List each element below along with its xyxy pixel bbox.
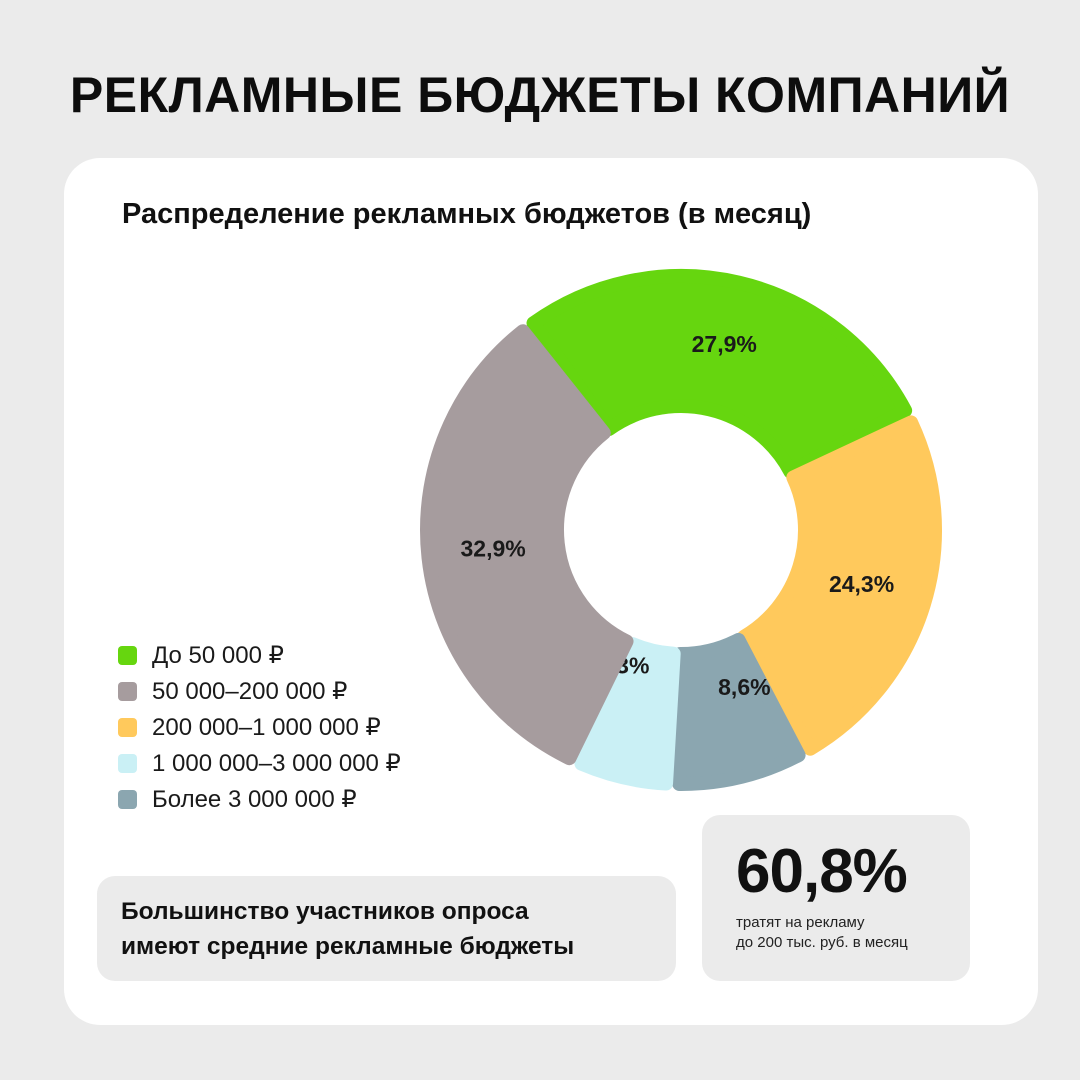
key-stat-box: 60,8% тратят на рекламу до 200 тыс. руб.…: [702, 815, 970, 981]
key-stat-caption: тратят на рекламу до 200 тыс. руб. в мес…: [736, 913, 970, 953]
slice-value-label: 8,6%: [718, 674, 770, 700]
slice-value-label: 24,3%: [829, 571, 894, 597]
summary-note-line: имеют средние рекламные бюджеты: [121, 933, 575, 960]
chart-legend: До 50 000 ₽ 50 000–200 000 ₽ 200 000–1 0…: [118, 637, 401, 817]
legend-item: До 50 000 ₽: [118, 637, 401, 673]
donut-slice: [574, 637, 681, 791]
key-stat-caption-line: тратят на рекламу: [736, 914, 865, 931]
legend-label: 200 000–1 000 000 ₽: [152, 713, 381, 741]
legend-swatch: [118, 645, 137, 665]
legend-swatch: [118, 753, 137, 773]
donut-slice: [737, 415, 942, 756]
legend-item: 50 000–200 000 ₽: [118, 673, 401, 709]
donut-slice: [420, 324, 634, 766]
slice-value-label: 27,9%: [692, 331, 757, 357]
summary-note: Большинство участников опроса имеют сред…: [97, 876, 676, 981]
slice-value-label: 32,9%: [461, 536, 526, 562]
legend-label: 50 000–200 000 ₽: [152, 677, 348, 705]
donut-slice: [672, 632, 806, 791]
summary-note-line: Большинство участников опроса: [121, 898, 529, 925]
key-stat-caption-line: до 200 тыс. руб. в месяц: [736, 934, 908, 951]
legend-item: 1 000 000–3 000 000 ₽: [118, 745, 401, 781]
legend-item: Более 3 000 000 ₽: [118, 781, 401, 817]
legend-label: 1 000 000–3 000 000 ₽: [152, 749, 401, 777]
legend-swatch: [118, 789, 137, 809]
chart-title: Распределение рекламных бюджетов (в меся…: [122, 198, 812, 230]
legend-swatch: [118, 681, 137, 701]
donut-slice: [526, 269, 913, 479]
legend-label: До 50 000 ₽: [152, 641, 284, 669]
legend-swatch: [118, 717, 137, 737]
page-title: РЕКЛАМНЫЕ БЮДЖЕТЫ КОМПАНИЙ: [69, 67, 1011, 123]
legend-label: Более 3 000 000 ₽: [152, 785, 357, 813]
key-stat-value: 60,8%: [736, 837, 908, 906]
legend-item: 200 000–1 000 000 ₽: [118, 709, 401, 745]
